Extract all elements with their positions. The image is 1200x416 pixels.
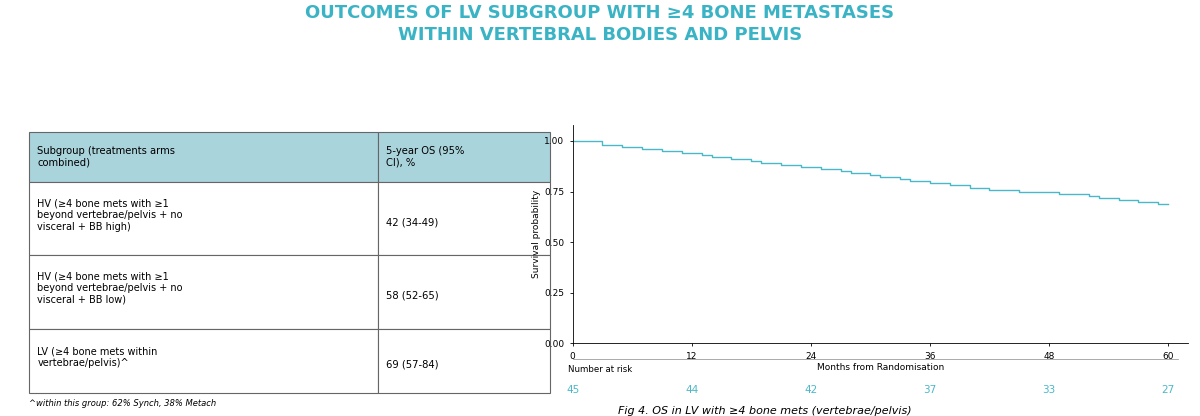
Bar — [378, 329, 550, 393]
Text: 33: 33 — [1043, 385, 1056, 395]
Text: 58 (52-65): 58 (52-65) — [386, 291, 439, 301]
Text: 44: 44 — [685, 385, 698, 395]
Text: LV (≥4 bone mets within
vertebrae/pelvis)^: LV (≥4 bone mets within vertebrae/pelvis… — [37, 347, 157, 369]
Text: 42 (34-49): 42 (34-49) — [386, 218, 438, 228]
Text: OUTCOMES OF LV SUBGROUP WITH ≥4 BONE METASTASES
WITHIN VERTEBRAL BODIES AND PELV: OUTCOMES OF LV SUBGROUP WITH ≥4 BONE MET… — [306, 4, 894, 44]
Text: 5-year OS (95%
CI), %: 5-year OS (95% CI), % — [386, 146, 464, 168]
Bar — [378, 182, 550, 255]
Text: Subgroup (treatments arms
combined): Subgroup (treatments arms combined) — [37, 146, 175, 168]
Bar — [378, 255, 550, 329]
Text: 45: 45 — [566, 385, 580, 395]
Text: 42: 42 — [804, 385, 817, 395]
Text: HV (≥4 bone mets with ≥1
beyond vertebrae/pelvis + no
visceral + BB low): HV (≥4 bone mets with ≥1 beyond vertebra… — [37, 272, 182, 305]
Bar — [29, 329, 378, 393]
Text: Number at risk: Number at risk — [568, 365, 632, 374]
Text: 27: 27 — [1162, 385, 1175, 395]
X-axis label: Months from Randomisation: Months from Randomisation — [817, 364, 944, 372]
Text: 37: 37 — [923, 385, 936, 395]
Bar — [378, 132, 550, 182]
Bar — [29, 182, 378, 255]
Text: HV (≥4 bone mets with ≥1
beyond vertebrae/pelvis + no
visceral + BB high): HV (≥4 bone mets with ≥1 beyond vertebra… — [37, 198, 182, 232]
Text: ^within this group: 62% Synch, 38% Metach: ^within this group: 62% Synch, 38% Metac… — [29, 399, 216, 408]
Text: 69 (57-84): 69 (57-84) — [386, 359, 439, 369]
Text: Fig 4. OS in LV with ≥4 bone mets (vertebrae/pelvis): Fig 4. OS in LV with ≥4 bone mets (verte… — [618, 406, 912, 416]
Bar — [29, 255, 378, 329]
Y-axis label: Survival probability: Survival probability — [533, 190, 541, 278]
Bar — [29, 132, 378, 182]
